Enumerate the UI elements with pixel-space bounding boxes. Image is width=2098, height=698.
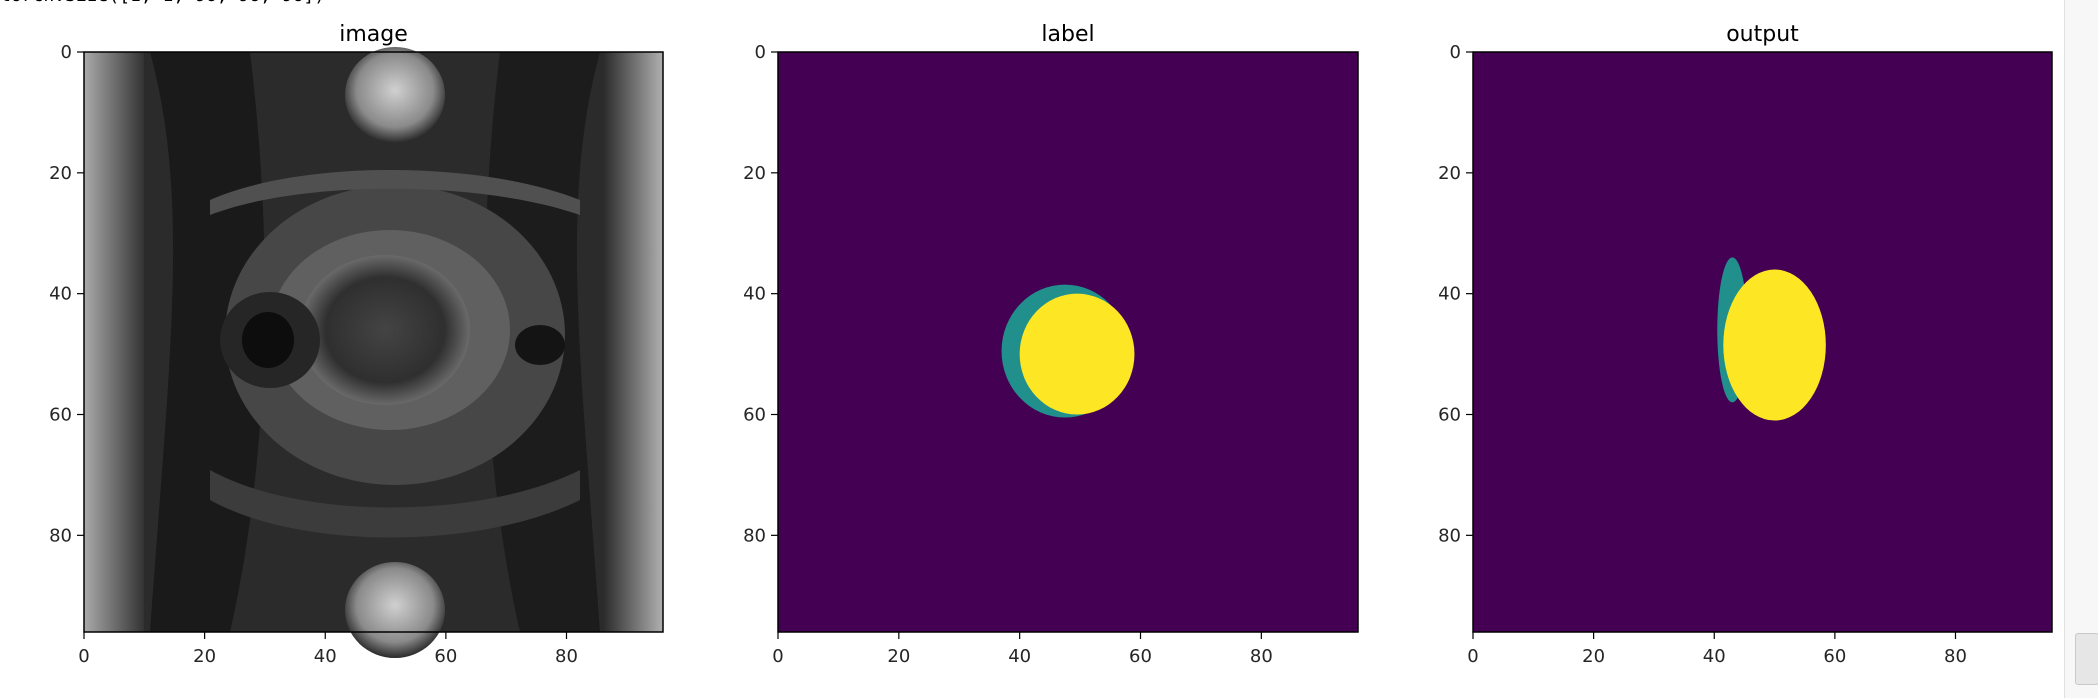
scrollbar-thumb[interactable] [2075,633,2098,685]
y-tick-label: 40 [1438,284,1461,305]
y-ticks: 0 20 40 60 80 [1438,42,1473,546]
x-tick-label: 60 [1823,646,1846,667]
panel-output: 0 20 40 60 80 0 20 40 60 80 output [0,0,640,698]
y-tick-label: 0 [1450,42,1461,63]
x-tick-label: 80 [1944,646,1967,667]
x-tick-label: 40 [1703,646,1726,667]
x-tick-label: 20 [1582,646,1605,667]
y-tick-label: 80 [1438,525,1461,546]
y-tick-label: 20 [1438,163,1461,184]
panel-title: output [1726,22,1799,47]
y-tick-label: 60 [1438,405,1461,426]
mask-class-2-region [1723,270,1826,421]
x-tick-label: 0 [1467,646,1478,667]
x-ticks: 0 20 40 60 80 [1467,632,1967,667]
vertical-scrollbar[interactable] [2064,0,2098,698]
